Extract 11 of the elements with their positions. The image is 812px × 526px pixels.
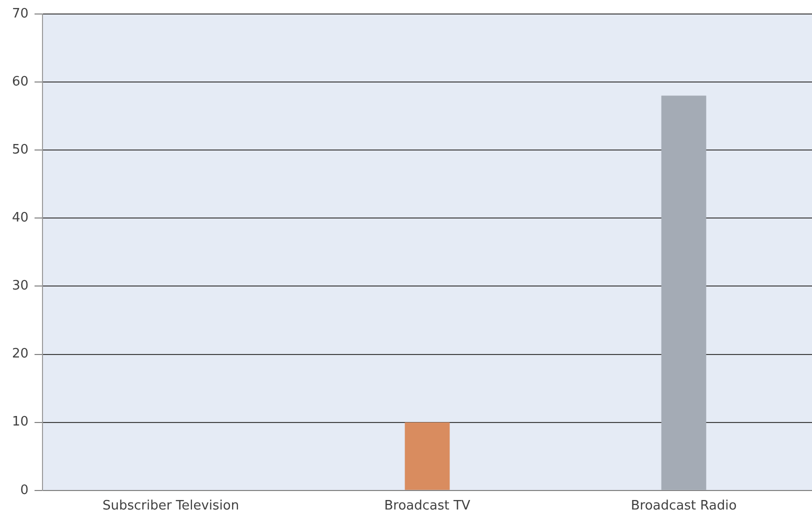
x-tick-label: Subscriber Television — [102, 498, 240, 514]
y-tick-label: 30 — [12, 278, 29, 294]
y-tick-label: 60 — [12, 74, 29, 90]
y-tick-label: 0 — [20, 482, 29, 498]
y-tick-label: 20 — [12, 346, 29, 362]
x-tick-label: Broadcast Radio — [630, 498, 737, 514]
x-tick-label: Broadcast TV — [384, 498, 470, 514]
y-tick-label: 50 — [12, 142, 29, 158]
y-tick-label: 10 — [12, 414, 29, 430]
y-tick-label: 70 — [12, 6, 29, 22]
y-tick-label: 40 — [12, 210, 29, 226]
